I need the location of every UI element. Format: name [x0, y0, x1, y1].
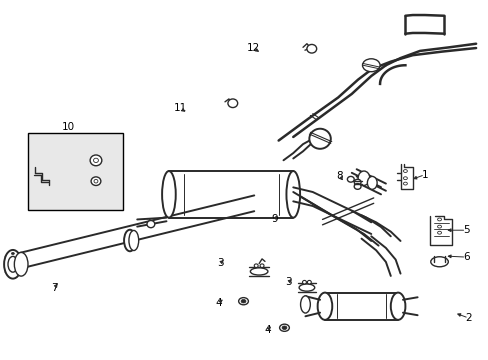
Text: 1: 1 — [421, 170, 427, 180]
Ellipse shape — [362, 59, 379, 72]
Ellipse shape — [309, 129, 330, 149]
Ellipse shape — [250, 268, 267, 275]
Ellipse shape — [299, 284, 314, 291]
Text: 3: 3 — [216, 258, 223, 268]
Ellipse shape — [91, 177, 101, 185]
Text: 2: 2 — [465, 313, 471, 323]
Ellipse shape — [353, 184, 360, 189]
Text: 12: 12 — [246, 43, 259, 53]
Ellipse shape — [430, 257, 447, 267]
Text: 10: 10 — [61, 122, 74, 132]
Ellipse shape — [437, 225, 441, 228]
Ellipse shape — [302, 280, 306, 284]
Text: 8: 8 — [336, 171, 342, 181]
Ellipse shape — [162, 171, 175, 218]
Ellipse shape — [8, 256, 18, 272]
Ellipse shape — [357, 171, 369, 185]
Ellipse shape — [279, 324, 289, 331]
Ellipse shape — [437, 231, 441, 234]
Ellipse shape — [4, 250, 21, 279]
Ellipse shape — [353, 179, 360, 185]
Ellipse shape — [403, 170, 407, 172]
Bar — [27, 134, 122, 211]
Ellipse shape — [11, 252, 14, 255]
Text: 4: 4 — [215, 298, 222, 308]
Ellipse shape — [306, 44, 316, 53]
Ellipse shape — [94, 179, 98, 183]
Text: 5: 5 — [462, 225, 468, 235]
Ellipse shape — [147, 221, 155, 228]
Text: 9: 9 — [271, 215, 278, 224]
Ellipse shape — [300, 296, 310, 313]
Ellipse shape — [307, 280, 311, 284]
Ellipse shape — [238, 298, 248, 305]
Text: 3: 3 — [285, 277, 291, 287]
Ellipse shape — [241, 300, 245, 303]
Ellipse shape — [366, 176, 376, 189]
Ellipse shape — [286, 171, 300, 218]
Text: 7: 7 — [51, 283, 58, 293]
Ellipse shape — [437, 218, 441, 221]
Ellipse shape — [254, 264, 258, 267]
Ellipse shape — [403, 177, 407, 180]
Ellipse shape — [317, 293, 331, 320]
Text: 6: 6 — [462, 252, 468, 262]
Ellipse shape — [227, 99, 237, 108]
Ellipse shape — [90, 155, 102, 166]
Text: 4: 4 — [264, 325, 271, 335]
Ellipse shape — [129, 230, 139, 251]
Ellipse shape — [403, 182, 407, 185]
Ellipse shape — [390, 293, 405, 320]
Ellipse shape — [346, 176, 353, 182]
Ellipse shape — [282, 326, 286, 329]
Text: 11: 11 — [173, 103, 186, 113]
Ellipse shape — [93, 158, 98, 162]
Ellipse shape — [124, 230, 136, 251]
Ellipse shape — [260, 264, 264, 267]
Ellipse shape — [14, 252, 28, 276]
